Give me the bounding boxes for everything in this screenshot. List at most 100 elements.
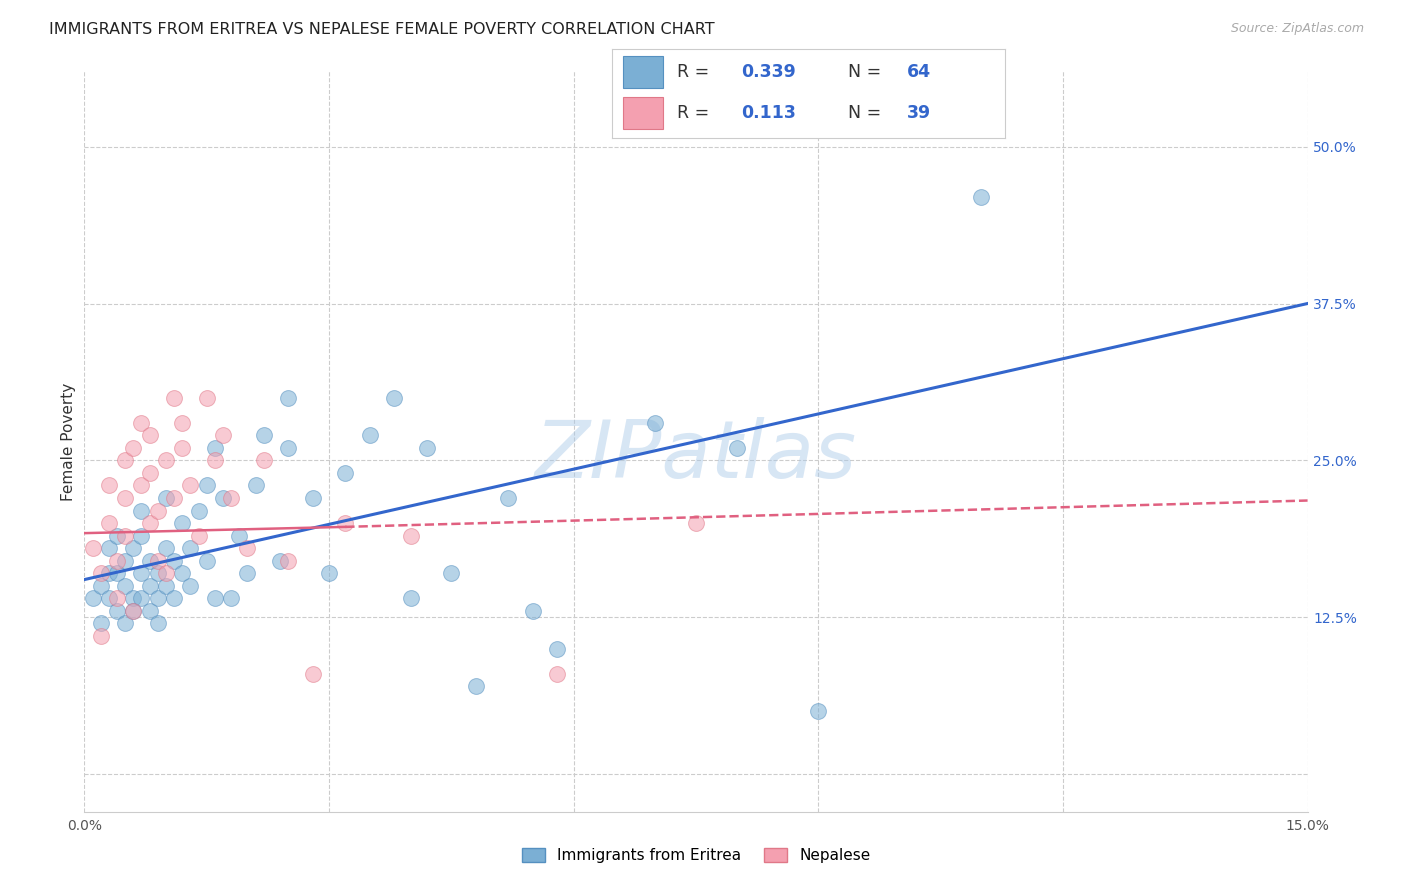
Point — [114, 453, 136, 467]
Point — [522, 604, 544, 618]
Point — [105, 554, 128, 568]
Point — [179, 478, 201, 492]
Point — [464, 679, 486, 693]
Point — [172, 566, 194, 581]
Point — [546, 666, 568, 681]
Text: N =: N = — [848, 63, 887, 81]
Point — [146, 591, 169, 606]
Point — [122, 591, 145, 606]
Point — [172, 441, 194, 455]
Point — [399, 591, 422, 606]
Point — [187, 503, 209, 517]
Text: N =: N = — [848, 104, 887, 122]
Point — [253, 428, 276, 442]
Point — [546, 641, 568, 656]
Point — [155, 541, 177, 556]
Point — [204, 441, 226, 455]
Point — [253, 453, 276, 467]
Bar — [623, 56, 662, 88]
Point — [807, 704, 830, 718]
Point — [82, 541, 104, 556]
Point — [212, 428, 235, 442]
Point — [97, 566, 120, 581]
Point — [204, 591, 226, 606]
Point — [105, 566, 128, 581]
Point — [131, 529, 153, 543]
Point — [301, 666, 323, 681]
Point — [644, 416, 666, 430]
Point — [155, 491, 177, 505]
Bar — [623, 97, 662, 129]
Text: R =: R = — [676, 63, 714, 81]
Point — [970, 190, 993, 204]
Point — [131, 416, 153, 430]
Point — [318, 566, 340, 581]
Point — [146, 554, 169, 568]
Point — [105, 591, 128, 606]
Point — [172, 516, 194, 530]
Point — [90, 629, 112, 643]
Point — [195, 554, 218, 568]
Text: Source: ZipAtlas.com: Source: ZipAtlas.com — [1230, 22, 1364, 36]
Point — [138, 579, 160, 593]
Text: R =: R = — [676, 104, 720, 122]
Point — [114, 579, 136, 593]
Point — [685, 516, 707, 530]
Point — [131, 503, 153, 517]
Point — [163, 554, 186, 568]
Point — [114, 616, 136, 631]
Y-axis label: Female Poverty: Female Poverty — [60, 383, 76, 500]
Point — [212, 491, 235, 505]
Point — [335, 516, 357, 530]
Point — [131, 478, 153, 492]
Text: 64: 64 — [907, 63, 931, 81]
Point — [277, 441, 299, 455]
Point — [277, 554, 299, 568]
Point — [97, 541, 120, 556]
Point — [122, 441, 145, 455]
Legend: Immigrants from Eritrea, Nepalese: Immigrants from Eritrea, Nepalese — [515, 840, 877, 871]
Point — [114, 491, 136, 505]
Point — [131, 591, 153, 606]
Point — [155, 579, 177, 593]
Text: 39: 39 — [907, 104, 931, 122]
Point — [146, 566, 169, 581]
Point — [155, 453, 177, 467]
Point — [228, 529, 250, 543]
Point — [90, 616, 112, 631]
Point — [219, 491, 242, 505]
Point — [163, 391, 186, 405]
Point — [97, 516, 120, 530]
Text: ZIPatlas: ZIPatlas — [534, 417, 858, 495]
Point — [146, 503, 169, 517]
Point — [204, 453, 226, 467]
Point — [236, 541, 259, 556]
Point — [105, 604, 128, 618]
Text: IMMIGRANTS FROM ERITREA VS NEPALESE FEMALE POVERTY CORRELATION CHART: IMMIGRANTS FROM ERITREA VS NEPALESE FEMA… — [49, 22, 714, 37]
Point — [179, 579, 201, 593]
Point — [236, 566, 259, 581]
Point — [155, 566, 177, 581]
Point — [277, 391, 299, 405]
Point — [114, 529, 136, 543]
Point — [498, 491, 520, 505]
Point — [416, 441, 439, 455]
Point — [163, 491, 186, 505]
Text: 0.113: 0.113 — [741, 104, 796, 122]
Point — [146, 616, 169, 631]
Point — [269, 554, 291, 568]
Point — [131, 566, 153, 581]
Point — [97, 591, 120, 606]
Point — [138, 554, 160, 568]
Point — [138, 466, 160, 480]
Point — [82, 591, 104, 606]
Point — [179, 541, 201, 556]
Point — [122, 541, 145, 556]
Point — [138, 516, 160, 530]
Point — [163, 591, 186, 606]
Point — [114, 554, 136, 568]
Point — [245, 478, 267, 492]
Point — [105, 529, 128, 543]
Point — [172, 416, 194, 430]
Point — [90, 566, 112, 581]
